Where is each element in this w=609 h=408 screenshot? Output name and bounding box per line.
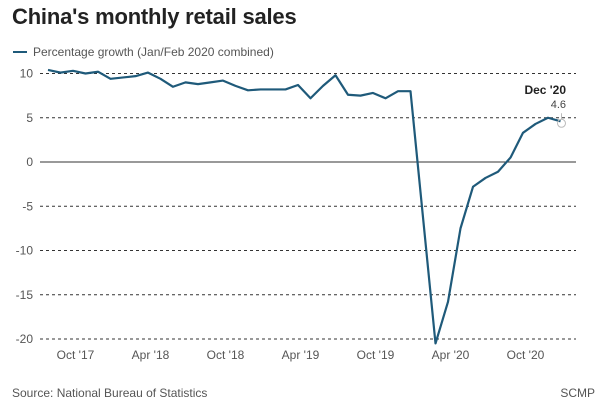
x-tick-label: Oct '19 [357, 348, 395, 362]
legend-swatch [13, 51, 27, 53]
y-tick-label: 10 [20, 67, 34, 81]
credit: SCMP [560, 386, 595, 400]
y-tick-label: -20 [16, 332, 34, 346]
y-tick-label: -15 [16, 288, 34, 302]
x-tick-label: Apr '20 [432, 348, 470, 362]
x-tick-label: Oct '18 [207, 348, 245, 362]
annotation-value: 4.6 [551, 99, 566, 111]
x-tick-label: Apr '19 [282, 348, 320, 362]
annotation-label: Dec '20 [524, 83, 566, 97]
x-tick-label: Oct '20 [507, 348, 545, 362]
y-tick-label: 5 [26, 111, 33, 125]
y-tick-label: -10 [16, 244, 34, 258]
y-tick-label: -5 [22, 199, 33, 213]
highlight-marker [557, 118, 566, 128]
legend: Percentage growth (Jan/Feb 2020 combined… [13, 45, 274, 59]
chart-title: China's monthly retail sales [12, 4, 297, 29]
y-tick-label: 0 [26, 155, 33, 169]
x-tick-label: Apr '18 [132, 348, 170, 362]
source-note: Source: National Bureau of Statistics [12, 386, 208, 400]
legend-label: Percentage growth (Jan/Feb 2020 combined… [33, 45, 274, 59]
x-tick-label: Oct '17 [57, 348, 95, 362]
